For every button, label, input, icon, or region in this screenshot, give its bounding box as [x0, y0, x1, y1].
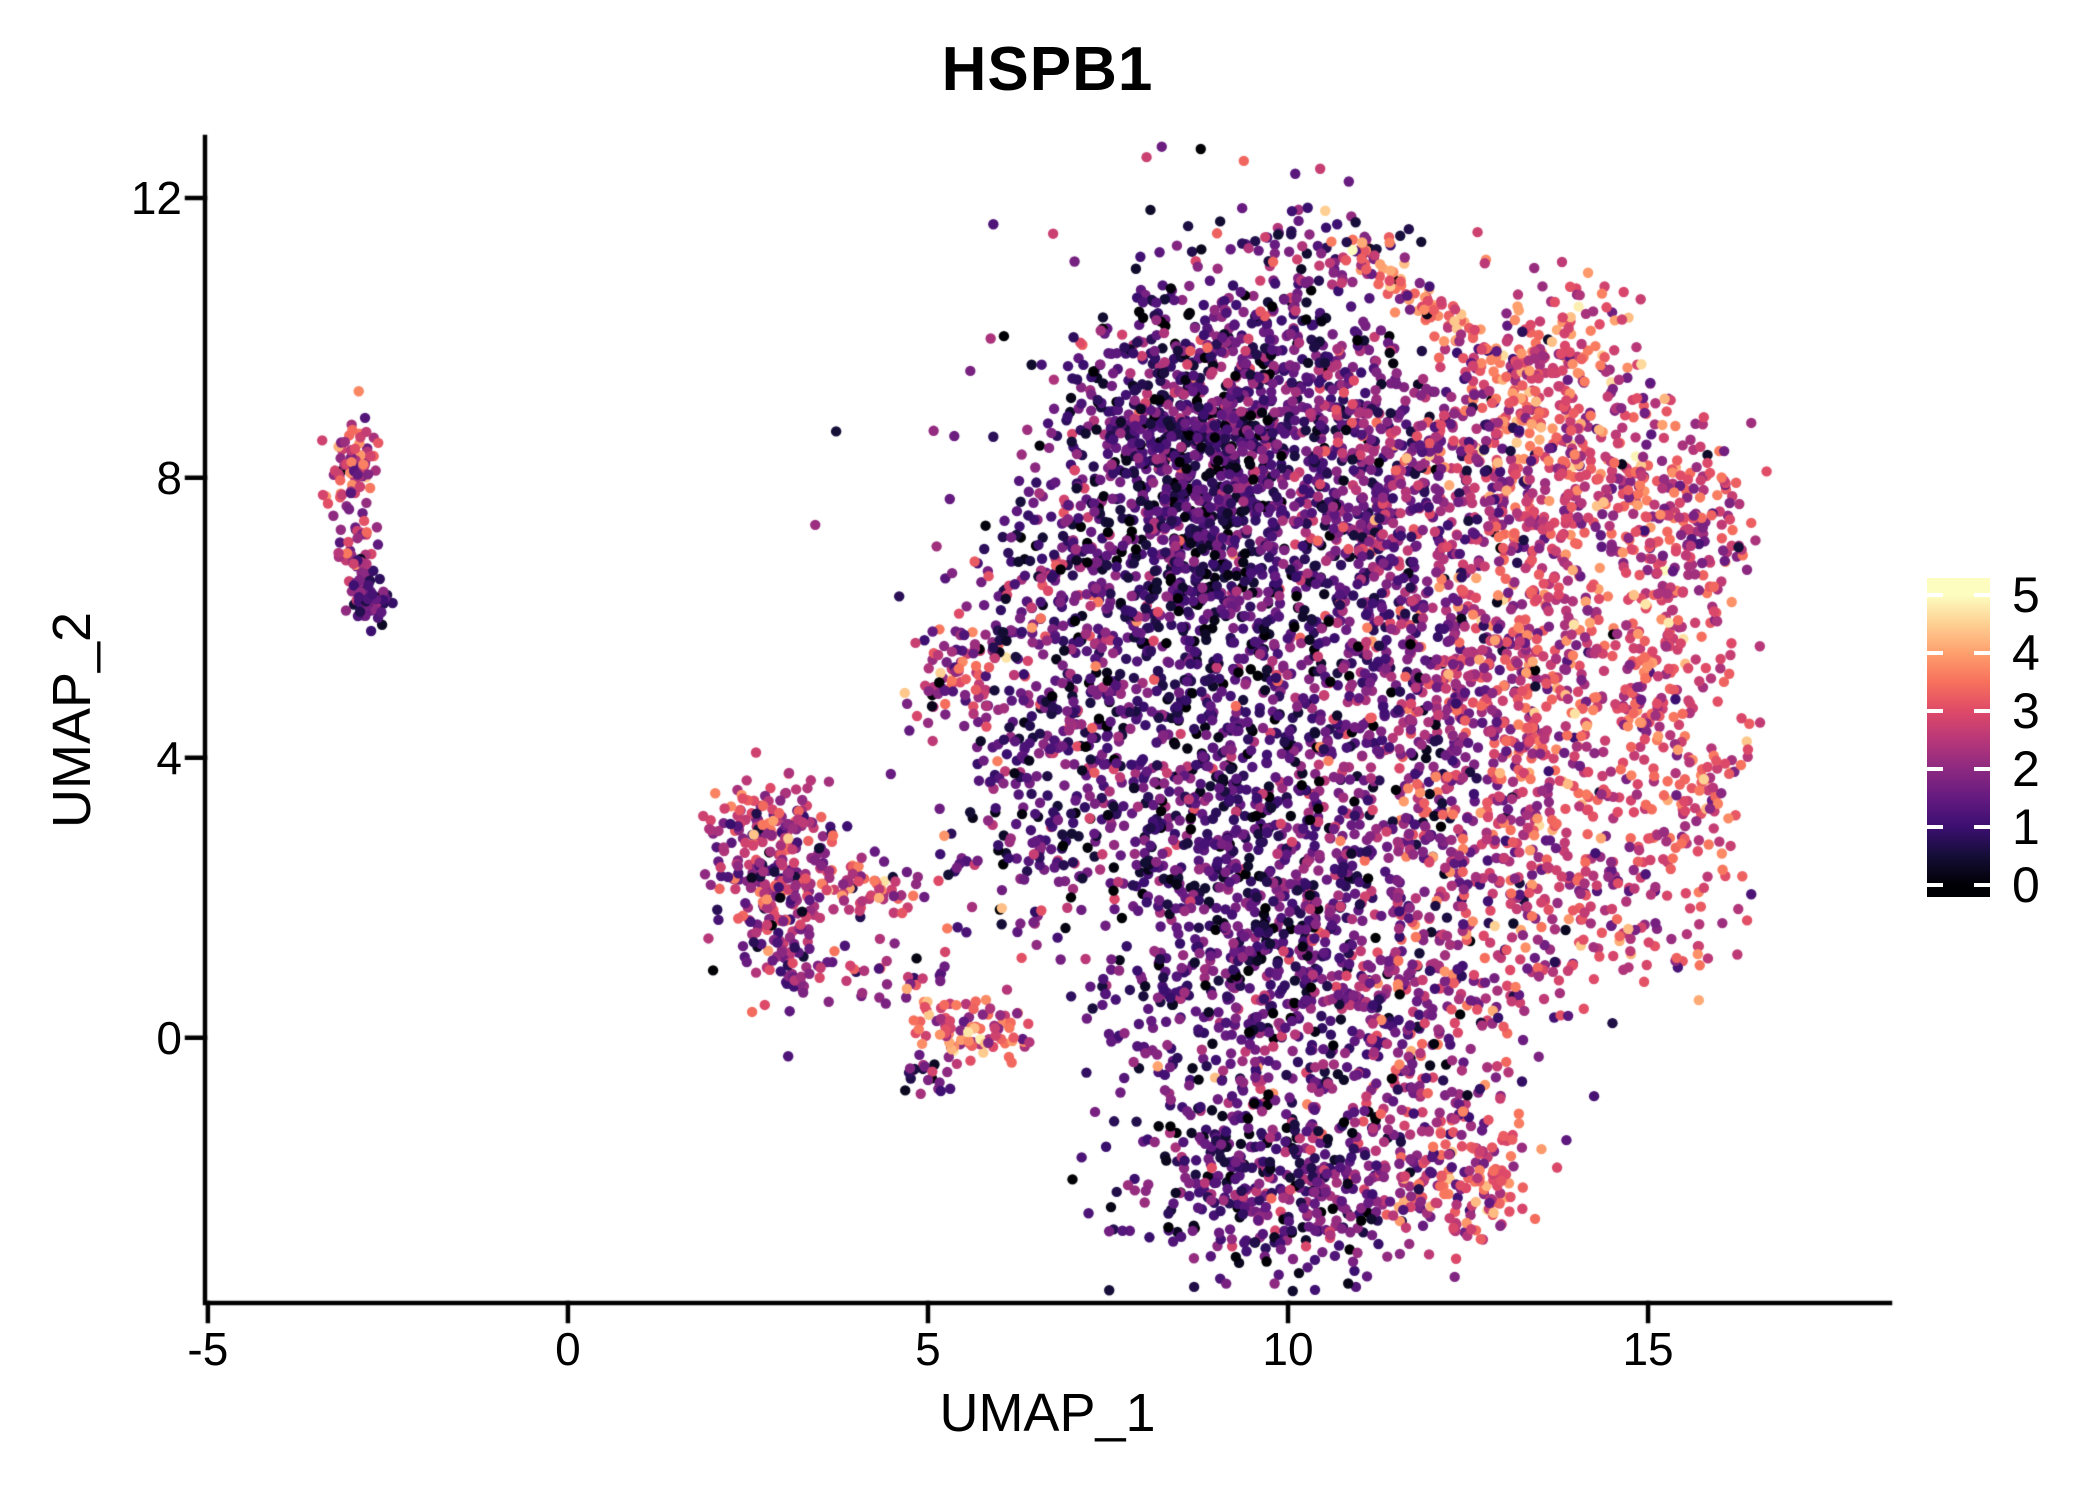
y-tick-label: 4: [156, 731, 182, 784]
colorbar-tick-label: 5: [2012, 567, 2040, 624]
plot-title: HSPB1: [941, 35, 1154, 104]
colorbar-tick-mark: [1927, 651, 1943, 656]
y-axis-title: UMAP_2: [42, 611, 102, 829]
x-tick-label: -5: [187, 1323, 229, 1375]
x-tick-label: 5: [915, 1323, 941, 1375]
colorbar-tick-label: 0: [2012, 857, 2040, 914]
colorbar-tick-mark: [1974, 593, 1990, 598]
y-tick-label: 8: [156, 451, 182, 504]
colorbar-tick-mark: [1927, 883, 1943, 888]
expression-colorbar: [1927, 578, 1990, 897]
colorbar-tick-mark: [1974, 883, 1990, 888]
y-tick-label: 12: [130, 171, 182, 224]
colorbar-tick-mark: [1974, 767, 1990, 772]
colorbar-tick-label: 4: [2012, 625, 2040, 682]
colorbar-tick-label: 1: [2012, 799, 2040, 856]
colorbar-tick-mark: [1927, 825, 1943, 830]
y-tick-label: 0: [156, 1011, 182, 1064]
x-tick-label: 15: [1622, 1323, 1674, 1375]
colorbar-tick-label: 3: [2012, 683, 2040, 740]
colorbar-tick-mark: [1927, 709, 1943, 714]
colorbar-tick-label: 2: [2012, 741, 2040, 798]
x-axis-title: UMAP_1: [939, 1383, 1156, 1443]
colorbar-tick-mark: [1974, 825, 1990, 830]
colorbar-tick-mark: [1927, 593, 1943, 598]
x-tick-label: 0: [555, 1323, 581, 1375]
colorbar-tick-mark: [1927, 767, 1943, 772]
x-tick-label: 10: [1262, 1323, 1314, 1375]
colorbar-tick-mark: [1974, 651, 1990, 656]
colorbar-tick-mark: [1974, 709, 1990, 714]
